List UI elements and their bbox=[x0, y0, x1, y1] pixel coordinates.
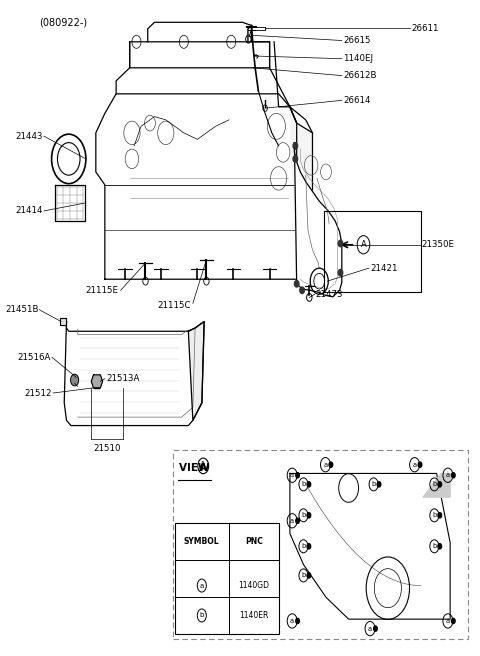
Text: 26612B: 26612B bbox=[343, 71, 377, 80]
Text: 21451B: 21451B bbox=[5, 305, 38, 314]
Circle shape bbox=[307, 513, 311, 518]
Circle shape bbox=[329, 462, 333, 467]
Circle shape bbox=[338, 240, 343, 247]
Polygon shape bbox=[91, 375, 103, 388]
Text: 21512: 21512 bbox=[24, 388, 51, 398]
Text: 26614: 26614 bbox=[343, 96, 371, 105]
Text: 21510: 21510 bbox=[93, 444, 121, 453]
Text: 21516A: 21516A bbox=[17, 353, 51, 361]
Polygon shape bbox=[116, 42, 297, 123]
Polygon shape bbox=[188, 321, 204, 420]
Circle shape bbox=[373, 626, 377, 631]
Text: A: A bbox=[199, 463, 207, 473]
Circle shape bbox=[307, 544, 311, 549]
Text: VIEW: VIEW bbox=[180, 463, 214, 473]
Text: a: a bbox=[200, 583, 204, 588]
Polygon shape bbox=[423, 474, 450, 497]
Text: 26611: 26611 bbox=[411, 24, 438, 33]
Circle shape bbox=[438, 513, 442, 518]
Polygon shape bbox=[294, 142, 342, 297]
Text: a: a bbox=[290, 518, 294, 523]
Text: 21115C: 21115C bbox=[157, 301, 191, 310]
Text: A: A bbox=[360, 240, 366, 249]
Text: 1140EJ: 1140EJ bbox=[343, 54, 373, 63]
Polygon shape bbox=[55, 185, 84, 220]
Text: b: b bbox=[372, 482, 376, 487]
Circle shape bbox=[296, 473, 300, 478]
Polygon shape bbox=[64, 321, 204, 426]
Text: (080922-): (080922-) bbox=[39, 17, 87, 27]
Text: a: a bbox=[290, 618, 294, 624]
Text: b: b bbox=[432, 482, 436, 487]
Text: a: a bbox=[446, 618, 450, 624]
Text: 21443: 21443 bbox=[15, 132, 43, 140]
Circle shape bbox=[300, 287, 304, 293]
Text: PNC: PNC bbox=[245, 537, 263, 546]
Text: a: a bbox=[446, 472, 450, 478]
Polygon shape bbox=[290, 474, 450, 619]
Text: b: b bbox=[432, 512, 436, 518]
Text: SYMBOL: SYMBOL bbox=[184, 537, 220, 546]
Circle shape bbox=[307, 573, 311, 578]
Circle shape bbox=[377, 482, 381, 487]
Text: 1140ER: 1140ER bbox=[239, 611, 268, 620]
Text: a: a bbox=[412, 462, 417, 468]
Circle shape bbox=[452, 619, 455, 624]
Text: A: A bbox=[200, 461, 206, 470]
Circle shape bbox=[293, 142, 298, 149]
Polygon shape bbox=[96, 94, 297, 279]
Text: 21414: 21414 bbox=[15, 207, 43, 215]
Circle shape bbox=[438, 544, 442, 549]
Bar bbox=[175, 523, 278, 634]
Circle shape bbox=[71, 374, 79, 386]
Text: 1140GD: 1140GD bbox=[238, 581, 269, 590]
Text: b: b bbox=[200, 613, 204, 619]
Text: a: a bbox=[324, 462, 327, 468]
Text: 21350E: 21350E bbox=[422, 240, 455, 249]
Circle shape bbox=[452, 473, 455, 478]
Text: 21473: 21473 bbox=[316, 290, 343, 298]
Text: 26615: 26615 bbox=[343, 36, 371, 45]
Text: 21115E: 21115E bbox=[86, 286, 119, 295]
Circle shape bbox=[338, 270, 343, 276]
Circle shape bbox=[438, 482, 442, 487]
Text: b: b bbox=[432, 543, 436, 549]
Text: a: a bbox=[290, 472, 294, 478]
Text: b: b bbox=[301, 512, 306, 518]
Circle shape bbox=[294, 281, 299, 287]
Polygon shape bbox=[290, 107, 312, 289]
Circle shape bbox=[293, 155, 298, 162]
Circle shape bbox=[296, 518, 300, 523]
Text: b: b bbox=[301, 573, 306, 579]
Text: 21421: 21421 bbox=[370, 264, 398, 273]
Text: b: b bbox=[301, 482, 306, 487]
Text: b: b bbox=[301, 543, 306, 549]
Circle shape bbox=[296, 619, 300, 624]
Polygon shape bbox=[60, 318, 67, 325]
Circle shape bbox=[418, 462, 422, 467]
Circle shape bbox=[307, 482, 311, 487]
Polygon shape bbox=[130, 22, 270, 68]
Text: a: a bbox=[368, 626, 372, 632]
Text: 21513A: 21513A bbox=[106, 374, 140, 383]
